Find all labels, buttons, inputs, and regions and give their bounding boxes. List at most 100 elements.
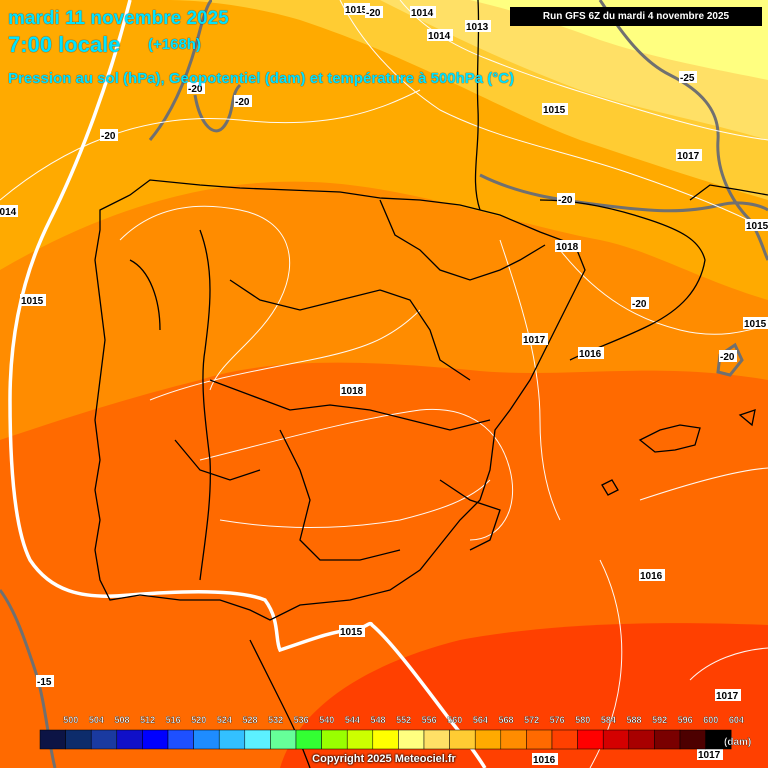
isobar-label: 1014 — [427, 29, 453, 42]
temperature-label: -20 — [187, 82, 205, 95]
legend-value: 524 — [217, 715, 232, 725]
legend-swatch — [526, 729, 553, 750]
legend-swatch — [90, 729, 118, 750]
legend-value: 604 — [729, 715, 744, 725]
legend-swatch — [500, 729, 527, 750]
svg-text:1014: 1014 — [428, 31, 451, 42]
isobar-label: 1015 — [542, 103, 568, 116]
map-subtitle: Pression au sol (hPa), Geopotentiel (dam… — [8, 70, 515, 87]
legend-value: 592 — [652, 715, 667, 725]
legend-swatch — [142, 729, 169, 750]
isobar-label: 1013 — [465, 20, 491, 33]
svg-text:1015: 1015 — [543, 105, 566, 116]
svg-text:1017: 1017 — [698, 750, 721, 761]
legend-value: 536 — [294, 715, 309, 725]
pressure-labels: 1015 1014 1013 1014 1015 1017 1015 1014 … — [0, 3, 768, 766]
svg-text:1014: 1014 — [0, 207, 17, 218]
svg-text:1016: 1016 — [533, 755, 556, 766]
legend-swatch — [39, 729, 66, 750]
temperature-label: -20 — [719, 350, 737, 363]
legend-value: 512 — [140, 715, 155, 725]
svg-text:-25: -25 — [680, 73, 695, 84]
legend-value: 528 — [242, 715, 257, 725]
legend-swatch — [321, 729, 348, 750]
legend-value: 520 — [191, 715, 206, 725]
legend-value: 508 — [114, 715, 129, 725]
svg-text:1015: 1015 — [744, 319, 767, 330]
temperature-label: -15 — [36, 675, 54, 688]
isobar-label: 1015 — [339, 625, 365, 638]
color-legend: 500 504 508 512 516 520 524 528 532 536 540 544 548 5… — [39, 715, 751, 750]
legend-swatch — [474, 729, 502, 750]
isobar-label: 1014 — [410, 6, 436, 19]
isobar-label: 1017 — [522, 333, 548, 346]
svg-text:1017: 1017 — [677, 151, 700, 162]
svg-text:1014: 1014 — [411, 8, 434, 19]
isobar-label: 1017 — [676, 149, 702, 162]
svg-text:1018: 1018 — [341, 386, 364, 397]
legend-value: 588 — [626, 715, 641, 725]
legend-swatch — [551, 729, 578, 750]
forecast-time: 7:00 locale — [8, 32, 121, 57]
svg-text:1015: 1015 — [21, 296, 44, 307]
legend-swatch — [346, 729, 374, 750]
isobar-label: 1016 — [639, 569, 665, 582]
legend-value: 504 — [89, 715, 104, 725]
legend-swatch — [244, 729, 271, 750]
legend-swatch — [398, 729, 425, 750]
svg-text:-20: -20 — [235, 97, 250, 108]
isobar-label: 1015 — [20, 294, 46, 307]
svg-text:1013: 1013 — [466, 22, 489, 33]
temperature-label: -20 — [631, 297, 649, 310]
temperature-label: -25 — [679, 71, 697, 84]
legend-swatch — [628, 729, 655, 750]
isobar-label: 1017 — [715, 689, 741, 702]
legend-value: 572 — [524, 715, 539, 725]
legend-value: 556 — [422, 715, 437, 725]
coastlines — [94, 0, 768, 768]
legend-swatch — [679, 729, 706, 750]
run-info-badge: Run GFS 6Z du mardi 4 novembre 2025 — [510, 7, 762, 26]
legend-value: 564 — [473, 715, 488, 725]
forecast-lead: (+168h) — [148, 36, 201, 53]
legend-swatch — [602, 729, 630, 750]
legend-swatch — [270, 729, 297, 750]
legend-value: 600 — [703, 715, 718, 725]
svg-text:1016: 1016 — [640, 571, 663, 582]
temperature-label: -20 — [557, 193, 575, 206]
forecast-date: mardi 11 novembre 2025 — [8, 8, 229, 29]
legend-value: 580 — [575, 715, 590, 725]
svg-text:-20: -20 — [632, 299, 647, 310]
legend-swatch — [295, 729, 322, 750]
temperature-label: -20 — [100, 129, 118, 142]
legend-value: 532 — [268, 715, 283, 725]
legend-swatch — [705, 729, 732, 750]
legend-value: 596 — [678, 715, 693, 725]
svg-text:-20: -20 — [366, 8, 381, 19]
pressure-line-1015 — [8, 0, 487, 768]
legend-value: 584 — [601, 715, 616, 725]
legend-value: 544 — [345, 715, 360, 725]
legend-swatch — [116, 729, 143, 750]
isobar-label: 1016 — [532, 753, 558, 766]
legend-swatch — [423, 729, 450, 750]
temperature-labels: -20 -20 -20 -20 -25 -20 -20 -20 -15 — [36, 6, 737, 688]
isobar-label: 1015 — [745, 219, 768, 232]
legend-swatch — [449, 729, 476, 750]
temperature-label: -20 — [365, 6, 383, 19]
legend-swatch — [372, 729, 399, 750]
legend-swatch — [218, 729, 246, 750]
svg-text:1017: 1017 — [523, 335, 546, 346]
isobar-label: 1015 — [344, 3, 370, 16]
svg-text:1016: 1016 — [579, 349, 602, 360]
svg-text:-15: -15 — [37, 677, 52, 688]
svg-text:1017: 1017 — [716, 691, 739, 702]
svg-text:1015: 1015 — [345, 5, 368, 16]
legend-value: 548 — [370, 715, 385, 725]
svg-text:-20: -20 — [101, 131, 116, 142]
isobar-label: 1016 — [578, 347, 604, 360]
svg-text:1018: 1018 — [556, 242, 579, 253]
